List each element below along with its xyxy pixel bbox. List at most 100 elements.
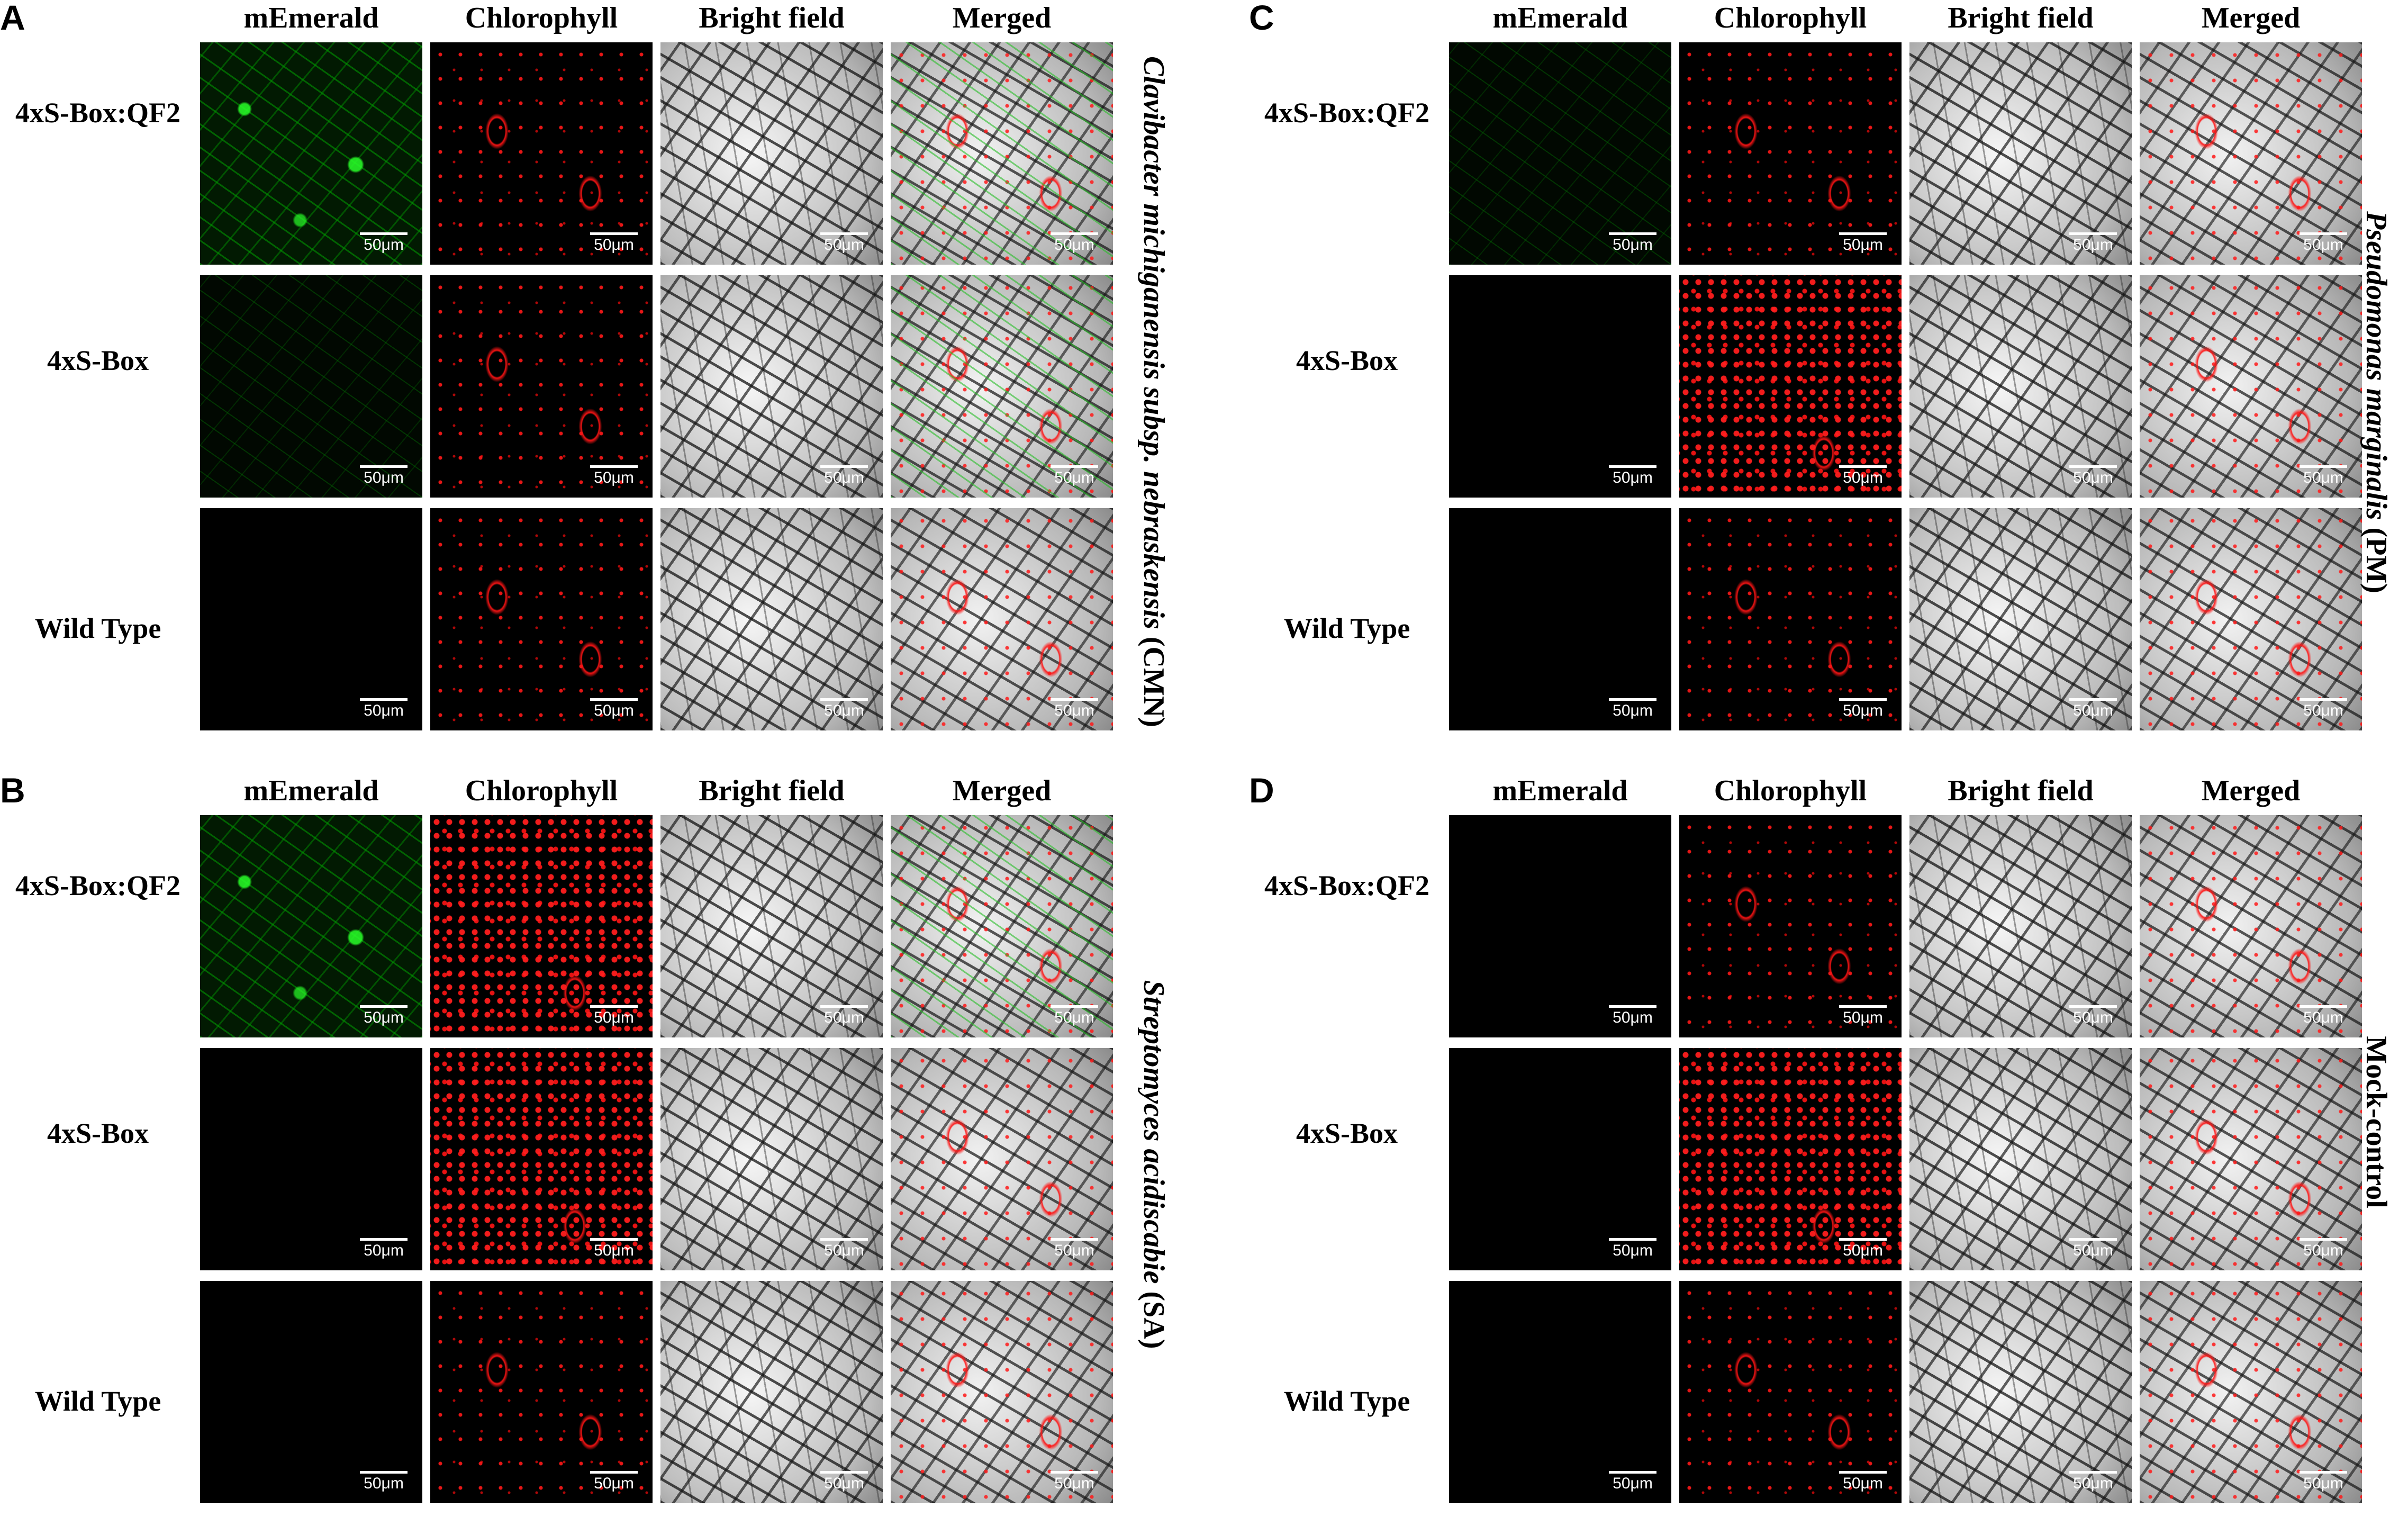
column-header-merged: Merged — [952, 2, 1052, 34]
micrograph: 50μm — [1449, 275, 1671, 498]
scale-bar: 50μm — [360, 1005, 408, 1026]
micrograph: 50μm — [200, 508, 422, 730]
micrograph: 50μm — [200, 1048, 422, 1270]
micrograph: 50μm — [1679, 1281, 1902, 1503]
scale-bar: 50μm — [1051, 232, 1098, 253]
column-header-bright-field: Bright field — [699, 2, 845, 34]
scale-bar: 50μm — [1839, 1471, 1887, 1492]
scale-bar: 50μm — [2300, 698, 2347, 719]
scale-bar: 50μm — [1839, 1238, 1887, 1259]
micrograph: 50μm — [200, 815, 422, 1037]
scale-bar: 50μm — [1609, 698, 1656, 719]
column-header-mEmerald: mEmerald — [243, 774, 379, 807]
micrograph: 50μm — [200, 1281, 422, 1503]
scale-bar: 50μm — [2300, 1005, 2347, 1026]
scale-bar: 50μm — [360, 1238, 408, 1259]
column-header-chlorophyll: Chlorophyll — [465, 2, 618, 34]
column-header-merged: Merged — [2201, 2, 2301, 34]
row-label-wild-type: Wild Type — [34, 612, 161, 644]
micrograph: 50μm — [2140, 508, 2362, 730]
micrograph: 50μm — [660, 815, 883, 1037]
micrograph: 50μm — [660, 275, 883, 498]
micrograph: 50μm — [2140, 42, 2362, 265]
column-header-bright-field: Bright field — [1948, 2, 2094, 34]
scale-bar: 50μm — [820, 465, 868, 486]
micrograph: 50μm — [430, 275, 653, 498]
micrograph: 50μm — [200, 42, 422, 265]
row-label-qf2: 4xS-Box:QF2 — [1264, 870, 1429, 901]
scale-bar: 50μm — [590, 1238, 638, 1259]
scale-bar: 50μm — [1051, 698, 1098, 719]
micrograph: 50μm — [2140, 275, 2362, 498]
scale-bar: 50μm — [360, 232, 408, 253]
micrograph: 50μm — [891, 42, 1113, 265]
scale-bar: 50μm — [1839, 1005, 1887, 1026]
micrograph: 50μm — [1679, 1048, 1902, 1270]
row-label-qf2: 4xS-Box:QF2 — [1264, 97, 1429, 129]
micrograph: 50μm — [660, 508, 883, 730]
micrograph: 50μm — [1909, 42, 2132, 265]
micrograph: 50μm — [891, 1281, 1113, 1503]
micrograph: 50μm — [430, 815, 653, 1037]
micrograph: 50μm — [200, 275, 422, 498]
panel-c: C mEmerald Chlorophyll Bright field Merg… — [1249, 0, 2408, 741]
column-header-chlorophyll: Chlorophyll — [1714, 2, 1867, 34]
scale-bar: 50μm — [1051, 1005, 1098, 1026]
micrograph: 50μm — [2140, 815, 2362, 1037]
micrograph: 50μm — [1909, 815, 2132, 1037]
micrograph: 50μm — [2140, 1048, 2362, 1270]
micrograph: 50μm — [1449, 42, 1671, 265]
row-label-sbox: 4xS-Box — [1296, 345, 1398, 376]
scale-bar: 50μm — [590, 232, 638, 253]
column-header-mEmerald: mEmerald — [1492, 2, 1628, 34]
scale-bar: 50μm — [1609, 1471, 1656, 1492]
column-header-chlorophyll: Chlorophyll — [465, 774, 618, 807]
row-label-qf2: 4xS-Box:QF2 — [15, 97, 180, 129]
scale-bar: 50μm — [360, 465, 408, 486]
panel-d: D mEmerald Chlorophyll Bright field Merg… — [1249, 773, 2408, 1514]
scale-bar: 50μm — [2300, 232, 2347, 253]
column-header-bright-field: Bright field — [1948, 774, 2094, 807]
scale-bar: 50μm — [2069, 465, 2117, 486]
micrograph: 50μm — [1909, 1048, 2132, 1270]
column-header-merged: Merged — [2201, 774, 2301, 807]
panel-letter: D — [1249, 771, 1274, 810]
scale-bar: 50μm — [1609, 1005, 1656, 1026]
scale-bar: 50μm — [590, 698, 638, 719]
scale-bar: 50μm — [1839, 698, 1887, 719]
micrograph: 50μm — [1909, 275, 2132, 498]
row-label-sbox: 4xS-Box — [1296, 1117, 1398, 1149]
micrograph: 50μm — [1679, 42, 1902, 265]
row-label-wild-type: Wild Type — [34, 1385, 161, 1417]
scale-bar: 50μm — [590, 1471, 638, 1492]
scale-bar: 50μm — [1051, 1471, 1098, 1492]
micrograph: 50μm — [891, 1048, 1113, 1270]
micrograph: 50μm — [891, 508, 1113, 730]
scale-bar: 50μm — [820, 1005, 868, 1026]
micrograph: 50μm — [1909, 508, 2132, 730]
micrograph: 50μm — [1449, 508, 1671, 730]
micrograph: 50μm — [660, 1048, 883, 1270]
micrograph: 50μm — [430, 1281, 653, 1503]
scale-bar: 50μm — [1609, 1238, 1656, 1259]
micrograph: 50μm — [660, 42, 883, 265]
micrograph: 50μm — [430, 42, 653, 265]
scale-bar: 50μm — [1839, 465, 1887, 486]
panel-letter: B — [0, 771, 25, 810]
scale-bar: 50μm — [590, 1005, 638, 1026]
scale-bar: 50μm — [1609, 232, 1656, 253]
scale-bar: 50μm — [2300, 1238, 2347, 1259]
row-label-sbox: 4xS-Box — [47, 345, 149, 376]
scale-bar: 50μm — [2069, 1238, 2117, 1259]
scale-bar: 50μm — [2069, 698, 2117, 719]
panel-letter: C — [1249, 0, 1274, 37]
scale-bar: 50μm — [820, 1471, 868, 1492]
scale-bar: 50μm — [820, 1238, 868, 1259]
treatment-label: Clavibacter michiganensis subsp. nebrask… — [1137, 56, 1170, 727]
treatment-label: Mock-control — [2360, 1036, 2393, 1208]
column-header-chlorophyll: Chlorophyll — [1714, 774, 1867, 807]
column-header-mEmerald: mEmerald — [1492, 774, 1628, 807]
scale-bar: 50μm — [1839, 232, 1887, 253]
row-label-sbox: 4xS-Box — [47, 1117, 149, 1149]
scale-bar: 50μm — [360, 1471, 408, 1492]
